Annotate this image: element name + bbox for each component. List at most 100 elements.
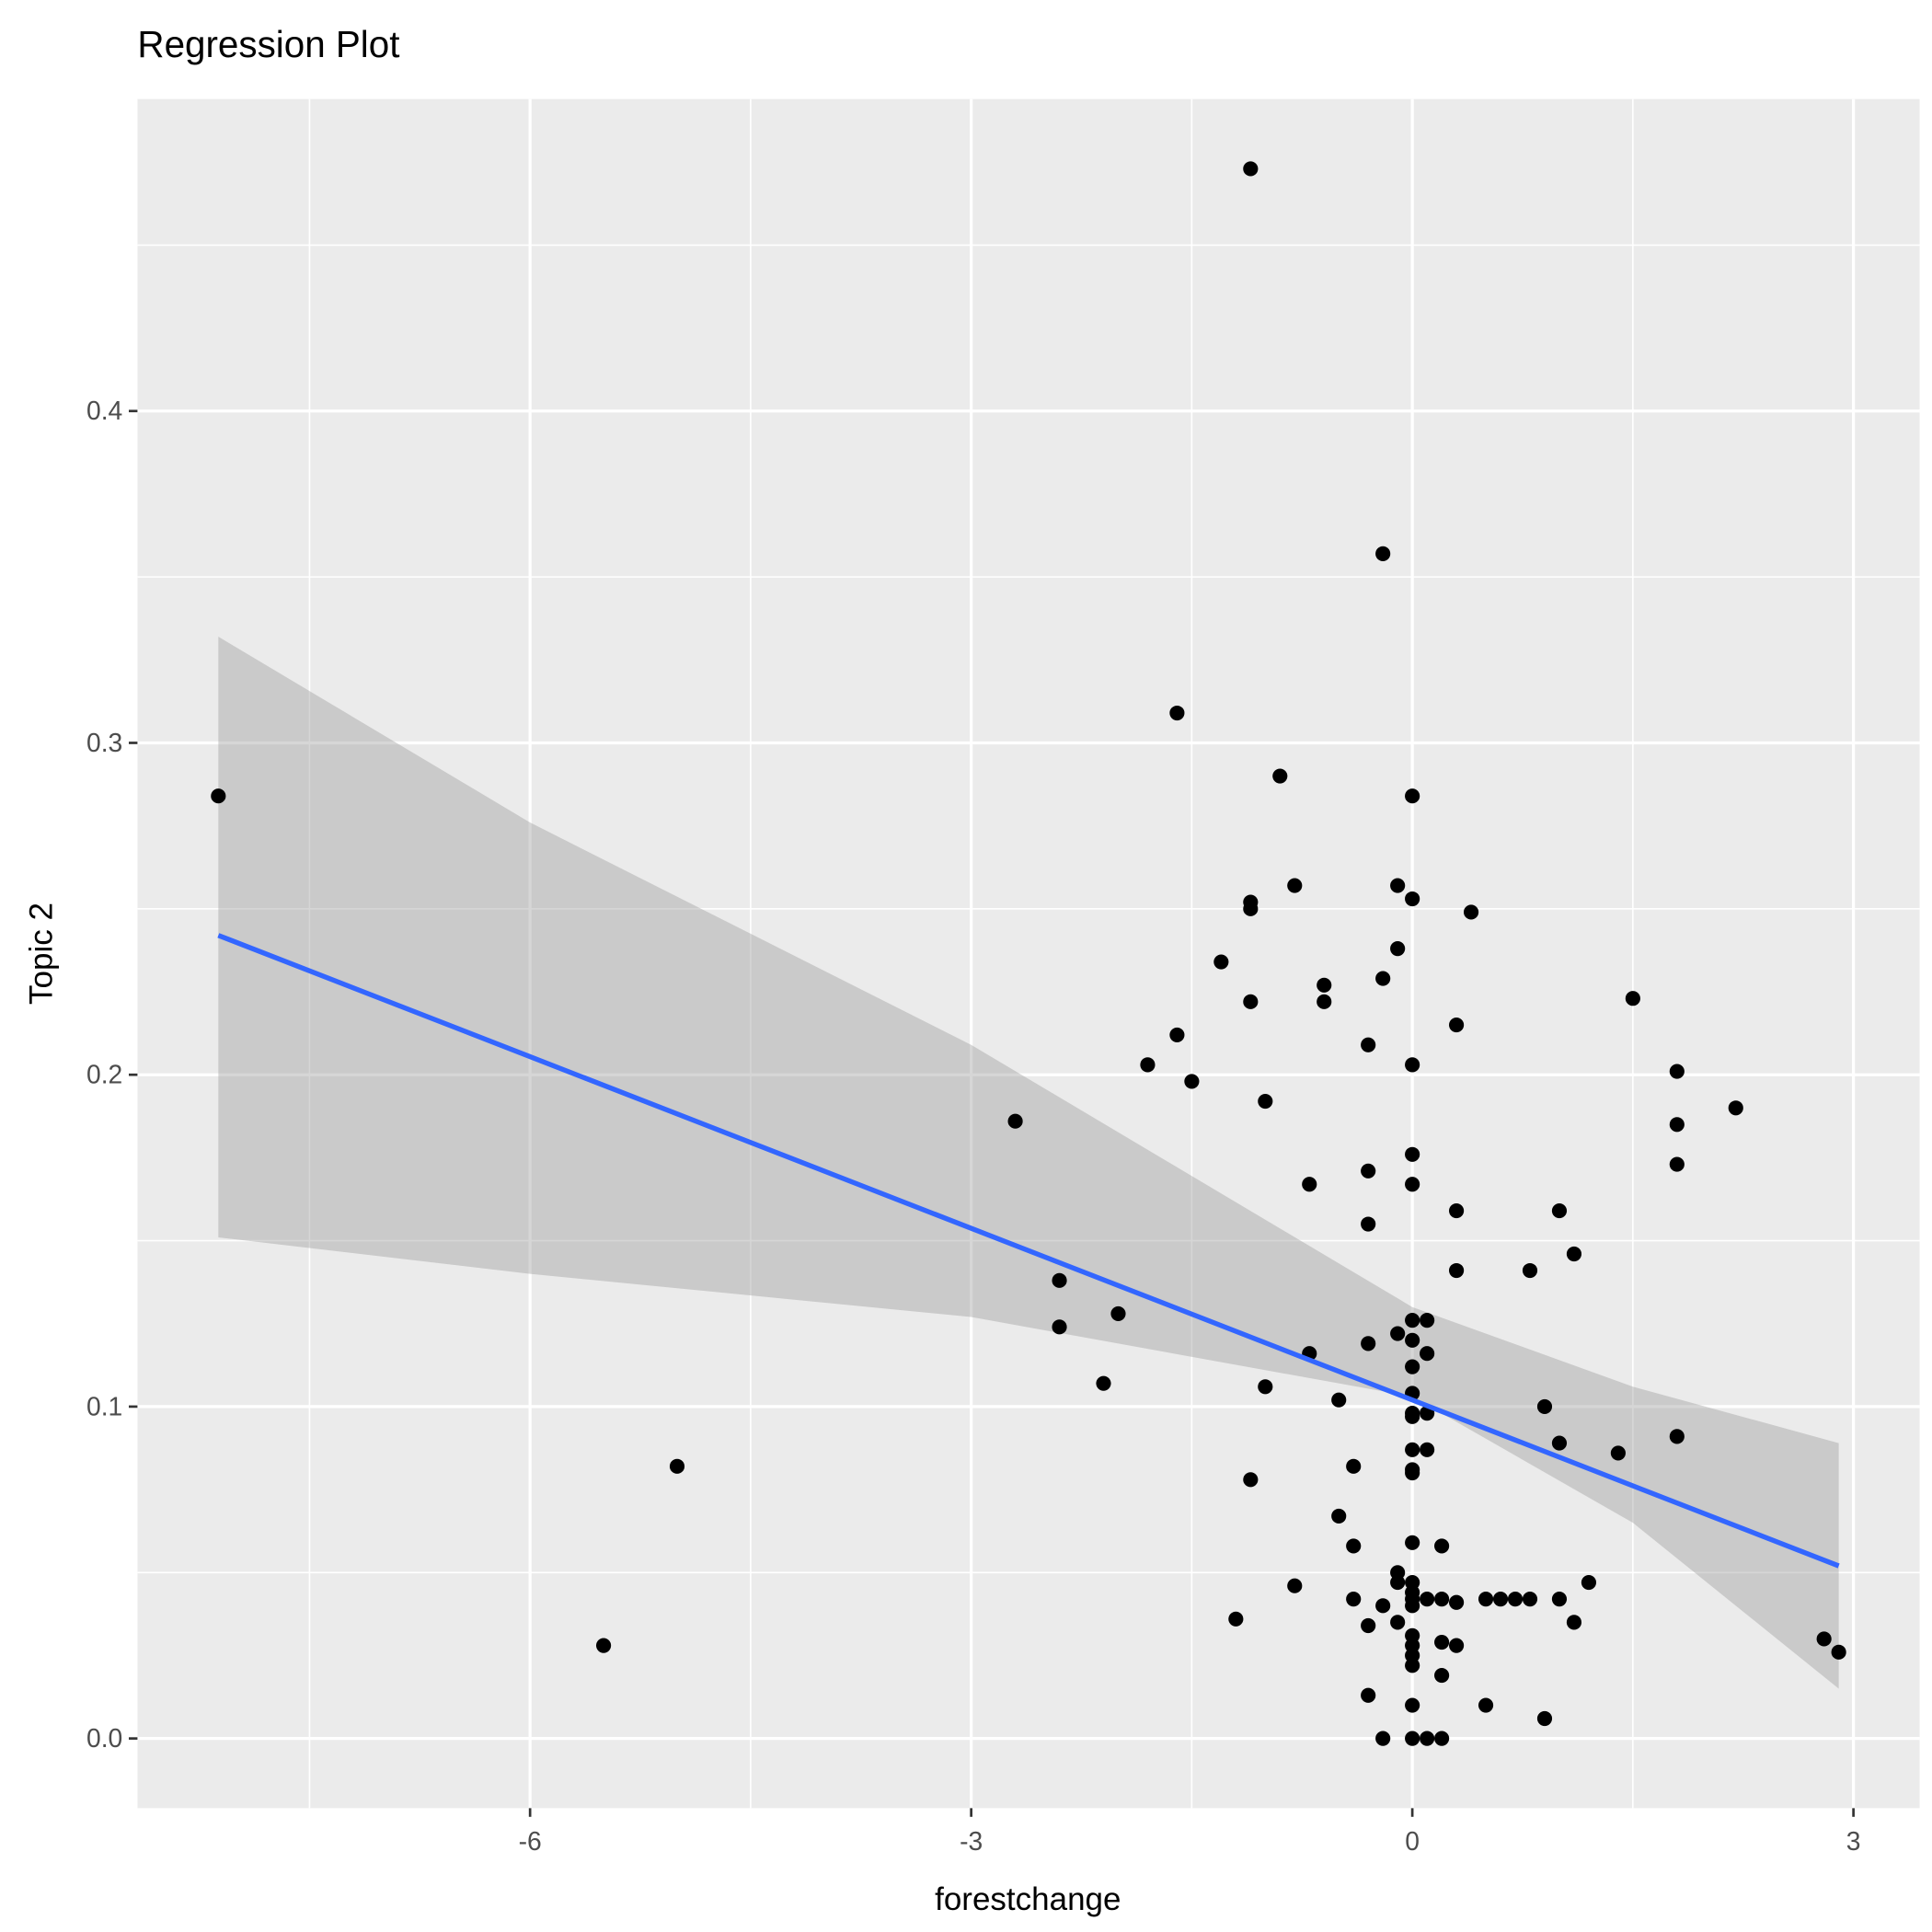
data-point (1551, 1203, 1568, 1219)
data-point (1420, 1592, 1435, 1607)
data-point (1420, 1346, 1435, 1362)
x-tick-label: -6 (519, 1826, 542, 1856)
data-point (1287, 878, 1303, 893)
data-point (1258, 1379, 1273, 1395)
data-point (1390, 941, 1406, 957)
data-point (1287, 1578, 1303, 1593)
data-point (1449, 1594, 1465, 1610)
data-point (1390, 878, 1406, 893)
x-axis-label: forestchange (935, 1881, 1121, 1917)
data-point (1449, 1638, 1465, 1653)
data-point (1405, 1057, 1420, 1073)
data-point (1272, 768, 1288, 784)
data-point (1405, 1731, 1420, 1746)
data-point (1317, 994, 1332, 1009)
data-point (1405, 1442, 1420, 1457)
data-point (1581, 1575, 1597, 1591)
data-point (1405, 1359, 1420, 1374)
data-point (1361, 1216, 1376, 1232)
data-point (1478, 1697, 1494, 1713)
data-point (1420, 1442, 1435, 1457)
data-point (1390, 1575, 1406, 1591)
data-point (1361, 1617, 1376, 1634)
data-point (1346, 1538, 1362, 1554)
data-point (1390, 1615, 1406, 1630)
data-point (1669, 1429, 1685, 1444)
data-point (1536, 1710, 1553, 1727)
x-tick-label: 0 (1405, 1826, 1420, 1856)
data-point (1449, 1262, 1465, 1279)
data-point (1728, 1100, 1743, 1116)
data-point (1096, 1375, 1111, 1391)
data-point (1213, 954, 1229, 970)
data-point (1405, 891, 1420, 907)
data-point (1405, 1177, 1420, 1192)
data-point (1405, 1313, 1420, 1328)
data-point (1566, 1615, 1582, 1630)
gridlines (137, 98, 1920, 1809)
data-point (1566, 1246, 1582, 1262)
data-point (1434, 1634, 1450, 1650)
y-tick-label: 0.2 (86, 1060, 122, 1089)
data-point (1405, 788, 1420, 804)
x-tick-label: 3 (1846, 1826, 1861, 1856)
data-point (1375, 1598, 1391, 1614)
data-point (1669, 1064, 1685, 1079)
data-point (596, 1638, 612, 1653)
y-tick-label: 0.4 (86, 396, 122, 425)
data-point (1361, 1163, 1376, 1179)
data-point (1243, 901, 1259, 916)
data-point (1302, 1177, 1317, 1192)
confidence-band (218, 637, 1839, 1689)
data-point (1522, 1262, 1538, 1279)
data-point (1375, 1731, 1391, 1746)
y-tick-label: 0.0 (86, 1723, 122, 1753)
data-point (1463, 904, 1479, 920)
data-point (1184, 1074, 1200, 1089)
y-tick-label: 0.3 (86, 728, 122, 757)
data-point (1375, 546, 1391, 561)
data-point (1669, 1156, 1685, 1172)
data-point (1361, 1336, 1376, 1351)
data-point (1831, 1644, 1846, 1660)
data-point (1331, 1392, 1347, 1408)
regression-line (217, 933, 1840, 1569)
data-point (1169, 1027, 1185, 1042)
data-point (1317, 977, 1332, 993)
data-point (1536, 1398, 1553, 1414)
data-point (1346, 1458, 1362, 1474)
data-point (1361, 1037, 1376, 1052)
data-point (1331, 1508, 1347, 1524)
data-point (1669, 1117, 1685, 1133)
x-tick-label: -3 (960, 1826, 983, 1856)
data-point (669, 1458, 685, 1474)
data-point (1346, 1592, 1362, 1607)
data-point (1434, 1731, 1450, 1746)
data-point (1420, 1313, 1435, 1328)
data-point (1169, 705, 1185, 721)
data-point (1434, 1668, 1450, 1684)
data-point (1243, 994, 1259, 1009)
y-tick-label: 0.1 (86, 1391, 122, 1420)
data-point (1405, 1465, 1420, 1481)
data-point (1110, 1305, 1126, 1321)
data-point (1361, 1687, 1376, 1703)
data-point (1551, 1435, 1568, 1451)
data-point (1243, 161, 1259, 177)
data-point (1405, 1535, 1420, 1550)
data-point (1243, 1472, 1259, 1488)
data-point (1405, 1146, 1420, 1162)
data-point (1052, 1272, 1067, 1288)
data-point (1551, 1592, 1568, 1607)
chart-title: Regression Plot (137, 23, 399, 65)
data-point (1390, 1326, 1406, 1341)
data-point (1522, 1592, 1538, 1607)
data-point (1405, 1409, 1420, 1424)
data-point (1228, 1611, 1244, 1627)
data-point (1449, 1203, 1465, 1219)
data-point (1007, 1113, 1023, 1129)
plot-panel (137, 98, 1920, 1809)
data-point (1507, 1592, 1524, 1607)
data-point (1375, 971, 1391, 986)
